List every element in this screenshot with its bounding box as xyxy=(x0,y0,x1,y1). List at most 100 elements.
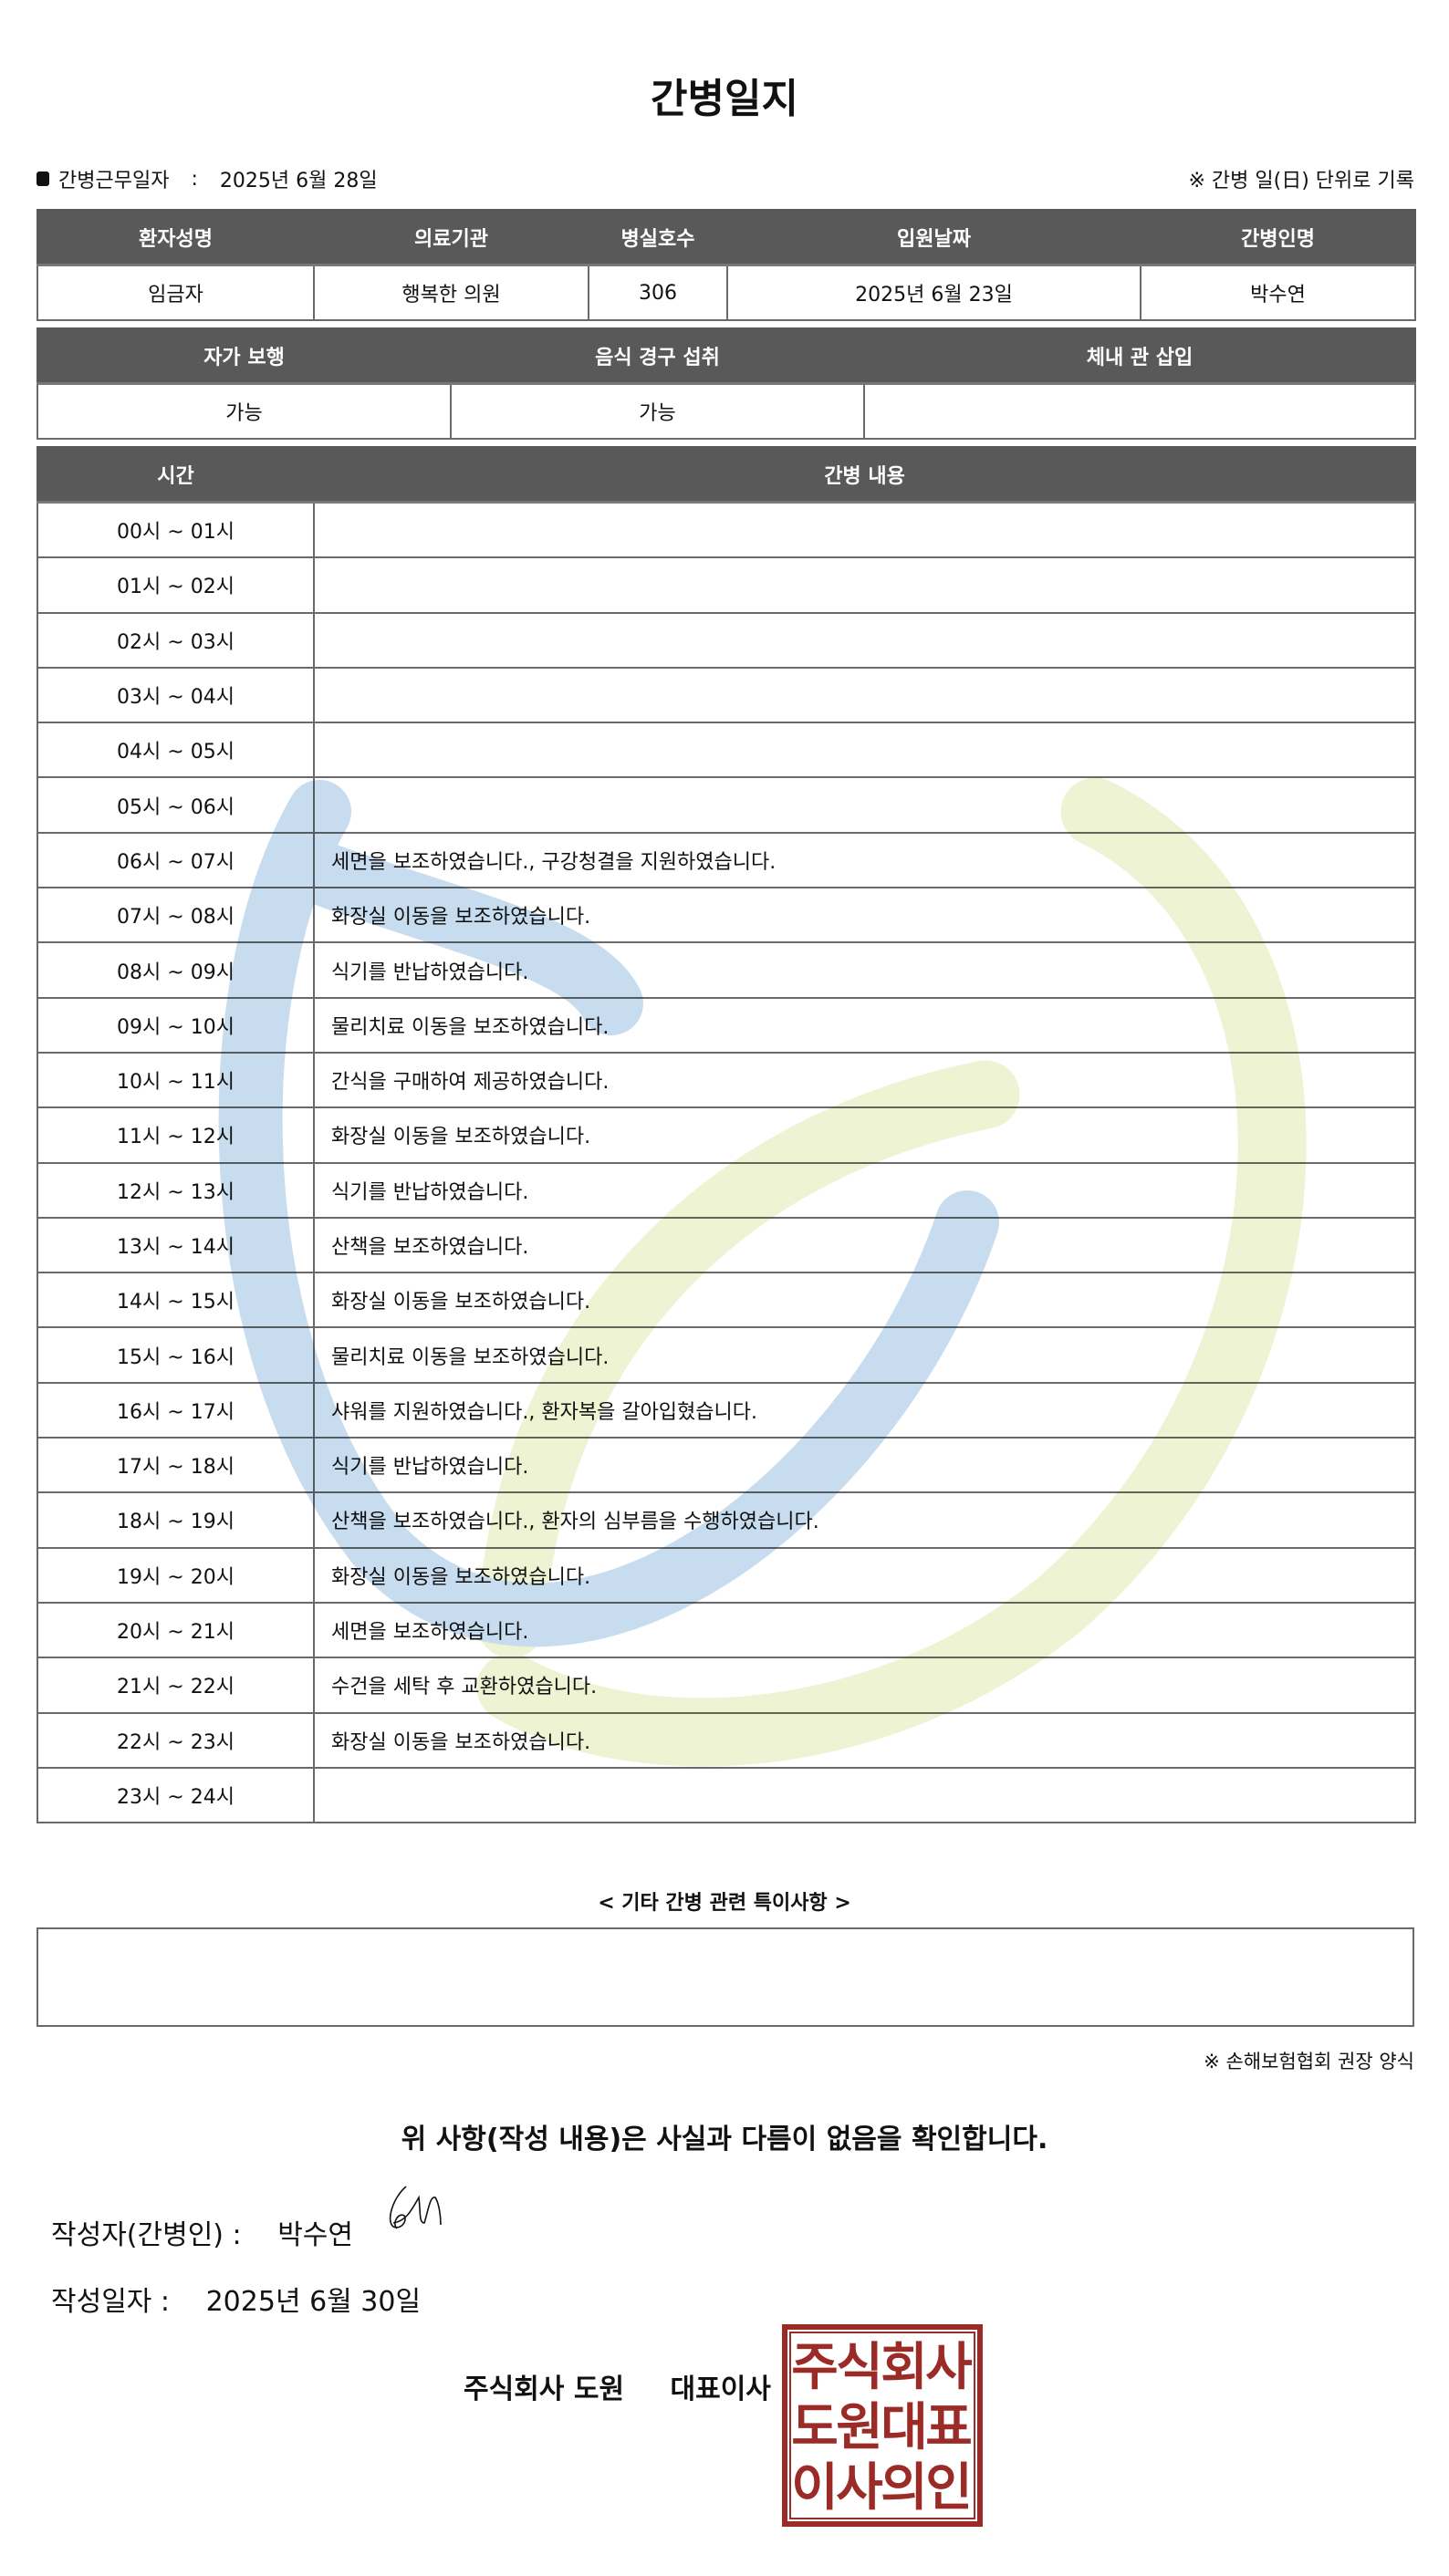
stamp-character: 원 xyxy=(836,2398,883,2457)
work-date-sep: : xyxy=(191,167,198,191)
company-name: 주식회사 도원 xyxy=(464,2373,625,2405)
header-cell: 자가 보행 xyxy=(36,327,452,385)
time-cell: 02시 ~ 03시 xyxy=(36,611,315,669)
patient-name: 임금자 xyxy=(36,264,315,321)
care-content-cell xyxy=(313,556,1416,614)
time-cell: 15시 ~ 16시 xyxy=(36,1326,315,1384)
hospital: 행복한 의원 xyxy=(313,264,589,321)
time-cell: 13시 ~ 14시 xyxy=(36,1216,315,1274)
stamp-character: 이 xyxy=(791,2458,839,2518)
care-content-cell: 식기를 반납하였습니다. xyxy=(313,941,1416,999)
table-row: 06시 ~ 07시 세면을 보조하였습니다., 구강청결을 지원하였습니다. xyxy=(36,831,1416,889)
care-content-cell: 화장실 이동을 보조하였습니다. xyxy=(313,1106,1416,1164)
care-content-cell: 화장실 이동을 보조하였습니다. xyxy=(313,887,1416,944)
record-note: ※ 간병 일(日) 단위로 기록 xyxy=(1188,170,1415,192)
patient-table: 환자성명 의료기관 병실호수 입원날짜 간병인명 임금자 행복한 의원 306 … xyxy=(36,209,1416,321)
table-row: 03시 ~ 04시 xyxy=(36,666,1416,724)
time-cell: 23시 ~ 24시 xyxy=(36,1766,315,1824)
header-cell: 시간 xyxy=(36,446,315,504)
room-number: 306 xyxy=(588,264,728,321)
table-row: 01시 ~ 02시 xyxy=(36,556,1416,614)
time-cell: 04시 ~ 05시 xyxy=(36,722,315,779)
work-date-label: 간병근무일자 xyxy=(58,170,170,192)
header-cell: 간병 내용 xyxy=(313,446,1416,504)
patient-value-row: 임금자 행복한 의원 306 2025년 6월 23일 박수연 xyxy=(36,264,1416,321)
time-cell: 06시 ~ 07시 xyxy=(36,831,315,889)
log-header-row: 시간 간병 내용 xyxy=(36,446,1416,504)
signature xyxy=(389,2186,442,2229)
care-content-cell: 샤워를 지원하였습니다., 환자복을 갈아입혔습니다. xyxy=(313,1381,1416,1439)
writer-label: 작성자(간병인) : xyxy=(51,2219,242,2251)
care-content-cell: 화장실 이동을 보조하였습니다. xyxy=(313,1546,1416,1604)
time-cell: 16시 ~ 17시 xyxy=(36,1381,315,1439)
care-content-cell xyxy=(313,722,1416,779)
time-cell: 12시 ~ 13시 xyxy=(36,1161,315,1219)
time-cell: 19시 ~ 20시 xyxy=(36,1546,315,1604)
header-cell: 간병인명 xyxy=(1140,209,1416,266)
time-cell: 01시 ~ 02시 xyxy=(36,556,315,614)
table-row: 21시 ~ 22시 수건을 세탁 후 교환하였습니다. xyxy=(36,1657,1416,1714)
table-row: 10시 ~ 11시 간식을 구매하여 제공하였습니다. xyxy=(36,1051,1416,1109)
care-content-cell xyxy=(313,776,1416,834)
time-cell: 10시 ~ 11시 xyxy=(36,1051,315,1109)
header-cell: 의료기관 xyxy=(313,209,589,266)
stamp-character: 도 xyxy=(791,2398,839,2457)
status-value-row: 가능 가능 xyxy=(36,382,1416,440)
stamp-character: 사 xyxy=(836,2458,883,2518)
care-content-cell: 산책을 보조하였습니다., 환자의 심부름을 수행하였습니다. xyxy=(313,1491,1416,1549)
stamp-character: 표 xyxy=(925,2398,973,2457)
caregiver-name: 박수연 xyxy=(1140,264,1416,321)
header-cell: 병실호수 xyxy=(588,209,728,266)
time-cell: 08시 ~ 09시 xyxy=(36,941,315,999)
stamp-character: 식 xyxy=(836,2338,883,2397)
etc-label: < 기타 간병 관련 특이사항 > xyxy=(598,1892,851,1915)
care-content-cell: 화장실 이동을 보조하였습니다. xyxy=(313,1272,1416,1329)
care-content-cell: 수건을 세탁 후 교환하였습니다. xyxy=(313,1657,1416,1714)
care-content-cell: 화장실 이동을 보조하였습니다. xyxy=(313,1711,1416,1769)
header-cell: 환자성명 xyxy=(36,209,315,266)
time-cell: 09시 ~ 10시 xyxy=(36,996,315,1054)
time-cell: 21시 ~ 22시 xyxy=(36,1657,315,1714)
stamp-character: 의 xyxy=(881,2458,928,2518)
care-content-cell: 산책을 보조하였습니다. xyxy=(313,1216,1416,1274)
page-title: 간병일지 xyxy=(651,76,798,122)
ceo-title: 대표이사 xyxy=(670,2373,771,2405)
stamp-character: 인 xyxy=(925,2458,973,2518)
work-date-value: 2025년 6월 28일 xyxy=(219,170,378,192)
status-table: 자가 보행 음식 경구 섭취 체내 관 삽입 가능 가능 xyxy=(36,327,1416,440)
care-content-cell: 세면을 보조하였습니다. xyxy=(313,1601,1416,1659)
time-cell: 22시 ~ 23시 xyxy=(36,1711,315,1769)
table-row: 11시 ~ 12시 화장실 이동을 보조하였습니다. xyxy=(36,1106,1416,1164)
tube-status xyxy=(863,382,1416,440)
oral-intake-status: 가능 xyxy=(450,382,865,440)
care-content-cell xyxy=(313,666,1416,724)
table-row: 09시 ~ 10시 물리치료 이동을 보조하였습니다. xyxy=(36,996,1416,1054)
care-content-cell: 식기를 반납하였습니다. xyxy=(313,1437,1416,1494)
table-row: 14시 ~ 15시 화장실 이동을 보조하였습니다. xyxy=(36,1272,1416,1329)
status-header-row: 자가 보행 음식 경구 섭취 체내 관 삽입 xyxy=(36,327,1416,385)
time-cell: 18시 ~ 19시 xyxy=(36,1491,315,1549)
table-row: 22시 ~ 23시 화장실 이동을 보조하였습니다. xyxy=(36,1711,1416,1769)
work-date: 간병근무일자 : 2025년 6월 28일 xyxy=(36,164,378,193)
care-content-cell xyxy=(313,501,1416,559)
stamp-character: 사 xyxy=(925,2338,973,2397)
table-row: 19시 ~ 20시 화장실 이동을 보조하였습니다. xyxy=(36,1546,1416,1604)
care-content-cell: 물리치료 이동을 보조하였습니다. xyxy=(313,1326,1416,1384)
table-row: 15시 ~ 16시 물리치료 이동을 보조하였습니다. xyxy=(36,1326,1416,1384)
header-cell: 입원날짜 xyxy=(726,209,1141,266)
table-row: 20시 ~ 21시 세면을 보조하였습니다. xyxy=(36,1601,1416,1659)
confirmation-statement: 위 사항(작성 내용)은 사실과 다름이 없음을 확인합니다. xyxy=(401,2124,1048,2155)
time-cell: 03시 ~ 04시 xyxy=(36,666,315,724)
table-row: 02시 ~ 03시 xyxy=(36,611,1416,669)
stamp-character: 회 xyxy=(881,2338,928,2397)
writer-name: 박수연 xyxy=(277,2219,354,2251)
admission-date: 2025년 6월 23일 xyxy=(726,264,1141,321)
time-cell: 11시 ~ 12시 xyxy=(36,1106,315,1164)
table-row: 08시 ~ 09시 식기를 반납하였습니다. xyxy=(36,941,1416,999)
stamp-character: 대 xyxy=(881,2398,928,2457)
walking-status: 가능 xyxy=(36,382,452,440)
table-row: 23시 ~ 24시 xyxy=(36,1766,1416,1824)
table-row: 00시 ~ 01시 xyxy=(36,501,1416,559)
writer-line: 작성자(간병인) : 박수연 xyxy=(51,2212,380,2252)
